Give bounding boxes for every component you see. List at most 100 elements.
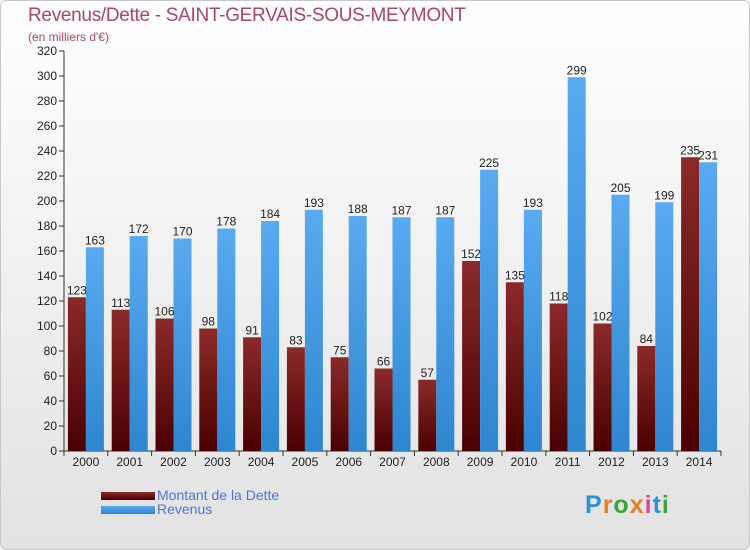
logo-letter: x: [629, 491, 645, 519]
bar-revenus: [173, 238, 192, 451]
bar-dette: [330, 357, 349, 451]
bar-revenus: [699, 162, 718, 451]
data-label-revenus: 199: [654, 188, 674, 202]
data-label-dette: 118: [549, 290, 568, 304]
data-label-revenus: 188: [348, 202, 368, 216]
bar-dette: [418, 379, 437, 451]
data-label-revenus: 193: [523, 196, 543, 210]
data-label-dette: 102: [592, 310, 612, 324]
data-label-dette: 135: [505, 268, 525, 282]
y-tick-label: 300: [37, 69, 57, 83]
logo-letter: i: [661, 491, 670, 519]
x-tick-label: 2007: [379, 455, 406, 469]
bar-dette: [286, 347, 305, 451]
chart-title: Revenus/Dette - SAINT-GERVAIS-SOUS-MEYMO…: [28, 5, 466, 26]
x-tick-label: 2003: [204, 455, 231, 469]
logo-letter: r: [602, 491, 614, 519]
bar-dette: [462, 261, 481, 451]
x-tick-label: 2001: [116, 455, 143, 469]
bar-dette: [549, 303, 568, 451]
bar-revenus: [304, 209, 323, 451]
bar-revenus: [85, 247, 104, 451]
proxiti-logo: Proxiti: [585, 491, 670, 520]
data-label-revenus: 193: [304, 196, 324, 210]
data-label-revenus: 178: [216, 215, 236, 229]
data-label-dette: 91: [245, 323, 259, 337]
chart-data-labels: 123 163 113 172 106 170 98 178 91 184 83 193 75 188 66…: [67, 63, 719, 380]
data-label-dette: 106: [154, 305, 174, 319]
bar-revenus: [217, 228, 236, 451]
bar-dette: [593, 323, 612, 451]
bar-revenus: [261, 221, 280, 451]
bar-dette: [199, 328, 218, 451]
data-label-dette: 57: [421, 366, 435, 380]
x-tick-label: 2004: [248, 455, 275, 469]
bar-dette: [374, 368, 393, 451]
y-tick-label: 20: [44, 419, 58, 433]
y-tick-label: 80: [44, 344, 58, 358]
y-tick-label: 280: [37, 94, 57, 108]
bar-revenus: [392, 217, 411, 451]
bar-dette: [243, 337, 262, 451]
data-label-dette: 152: [461, 247, 481, 261]
logo-letter: P: [585, 491, 603, 519]
data-label-revenus: 163: [85, 233, 105, 247]
bar-dette: [681, 157, 700, 451]
bar-revenus: [655, 202, 674, 451]
x-tick-label: 2011: [555, 455, 581, 469]
data-label-dette: 113: [111, 296, 130, 310]
data-label-revenus: 187: [391, 203, 411, 217]
bar-revenus: [348, 216, 367, 451]
legend-swatch-dette: [101, 492, 155, 500]
y-tick-label: 220: [37, 169, 57, 183]
x-tick-label: 2010: [511, 455, 538, 469]
x-tick-label: 2005: [292, 455, 319, 469]
data-label-revenus: 299: [567, 63, 587, 77]
y-tick-label: 120: [37, 294, 57, 308]
bar-revenus: [523, 209, 542, 451]
bar-revenus: [611, 194, 630, 451]
x-tick-label: 2008: [423, 455, 450, 469]
data-label-dette: 66: [377, 355, 391, 369]
y-tick-label: 140: [37, 269, 57, 283]
bar-revenus: [480, 169, 499, 451]
y-tick-label: 180: [37, 219, 57, 233]
legend-label-revenus: Revenus: [157, 501, 213, 517]
x-tick-label: 2000: [73, 455, 100, 469]
data-label-revenus: 231: [698, 148, 718, 162]
data-label-dette: 75: [333, 343, 347, 357]
data-label-revenus: 225: [479, 156, 499, 170]
y-tick-label: 160: [37, 244, 57, 258]
y-tick-label: 200: [37, 194, 57, 208]
y-tick-label: 100: [37, 319, 57, 333]
y-tick-label: 260: [37, 119, 57, 133]
bar-revenus: [567, 77, 586, 451]
y-tick-label: 60: [44, 369, 58, 383]
legend-label-dette: Montant de la Dette: [157, 487, 280, 503]
data-label-dette: 98: [202, 315, 216, 329]
legend-swatch-revenus: [101, 506, 155, 514]
x-tick-label: 2006: [335, 455, 362, 469]
chart-bars: [67, 77, 718, 451]
bar-revenus: [129, 236, 148, 451]
bar-dette: [111, 309, 130, 451]
y-tick-label: 320: [37, 44, 57, 58]
data-label-revenus: 172: [129, 222, 149, 236]
logo-letter: t: [652, 491, 662, 519]
bar-dette: [67, 297, 86, 451]
chart-subtitle: (en milliers d'€): [28, 30, 109, 44]
x-tick-label: 2002: [160, 455, 187, 469]
data-label-revenus: 184: [260, 207, 280, 221]
bar-revenus: [436, 217, 455, 451]
logo-letter: o: [613, 491, 630, 519]
bar-dette: [505, 282, 524, 451]
data-label-dette: 235: [680, 143, 700, 157]
data-label-revenus: 205: [610, 181, 630, 195]
bar-dette: [155, 318, 174, 451]
x-tick-label: 2013: [642, 455, 669, 469]
y-tick-label: 240: [37, 144, 57, 158]
data-label-revenus: 187: [435, 203, 455, 217]
data-label-dette: 83: [289, 333, 303, 347]
